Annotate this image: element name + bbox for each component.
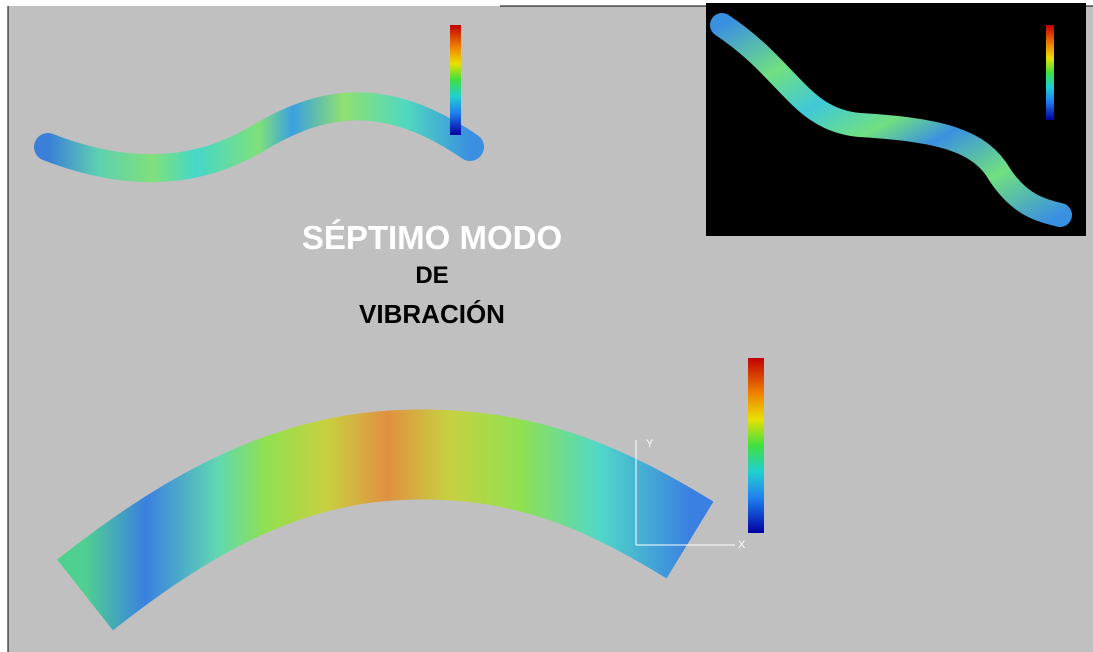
color-bar xyxy=(450,25,461,135)
title-line: VIBRACIÓN xyxy=(359,299,505,329)
beam-mode-shape xyxy=(710,13,1072,227)
axis-label: Y xyxy=(646,438,654,450)
title-line: SÉPTIMO MODO xyxy=(302,219,562,256)
color-bar xyxy=(1046,25,1054,120)
beam-mode-shape xyxy=(34,92,484,183)
color-bar xyxy=(748,358,764,533)
axis-label: X xyxy=(738,539,746,551)
title-line: DE xyxy=(415,262,448,289)
beam-mode-shape xyxy=(57,409,714,631)
